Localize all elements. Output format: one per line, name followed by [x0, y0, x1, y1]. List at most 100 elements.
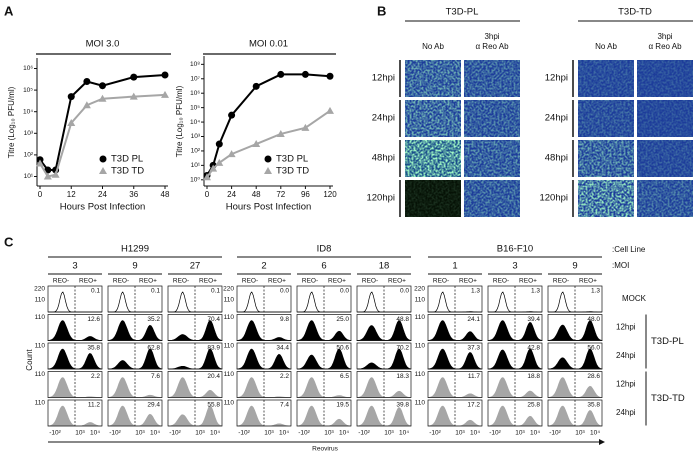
y-tick-label: 10⁷ [190, 75, 200, 82]
group-title: T3D-TD [618, 7, 652, 18]
y-tick-label: 110 [224, 297, 235, 304]
point [215, 140, 223, 148]
micrograph-signal [464, 60, 520, 97]
point [161, 71, 169, 79]
y-tick-label: 10⁶ [23, 65, 33, 72]
percent: 1.3 [471, 288, 480, 295]
micrograph-signal [637, 60, 693, 97]
micrograph-signal [578, 60, 634, 97]
percent: 83.9 [207, 345, 220, 352]
percent: 0.0 [400, 288, 409, 295]
y-tick-label: 110 [415, 371, 426, 378]
cell-line: H1299 [121, 244, 149, 255]
x-tick-label: 96 [301, 190, 310, 199]
x-tick-label: 10³ [324, 430, 334, 437]
point [215, 158, 224, 166]
micrograph-signal [405, 60, 461, 97]
percent: 25.8 [527, 402, 540, 409]
percent: 70.4 [207, 316, 220, 323]
percent: 20.4 [207, 373, 220, 380]
row-label: 12hpi [616, 380, 636, 389]
x-tick-label: 10⁴ [530, 430, 540, 437]
percent: 39.8 [396, 402, 409, 409]
gate-label: REO+ [328, 278, 346, 285]
row-label: 48hpi [372, 153, 395, 164]
percent: 34.4 [276, 345, 289, 352]
y-tick-label: 110 [224, 371, 235, 378]
x-tick-label: -10² [238, 430, 250, 437]
y-tick-label: 110 [35, 297, 46, 304]
group-title: T3D-PL [446, 7, 479, 18]
gate-label: REO- [113, 278, 129, 285]
micrograph-signal [405, 100, 461, 137]
x-tick-label: 10³ [75, 430, 85, 437]
x-tick-label: 10⁴ [279, 430, 289, 437]
moi: 9 [572, 261, 577, 272]
point [98, 94, 107, 102]
x-tick-label: 48 [252, 190, 261, 199]
percent: 0.0 [340, 288, 349, 295]
x-tick-label: -10² [49, 430, 61, 437]
panel-label: C [4, 234, 14, 249]
row-label: 12hpi [545, 73, 568, 84]
percent: 37.3 [467, 345, 480, 352]
percent: 0.1 [211, 288, 220, 295]
point [252, 140, 261, 148]
moi: 3 [72, 261, 77, 272]
row-header: :MOI [612, 261, 629, 270]
x-tick-label: 10³ [264, 430, 274, 437]
y-tick-label: 10⁴ [23, 108, 33, 115]
legend-marker [99, 167, 107, 174]
row-label: 12hpi [616, 323, 636, 332]
percent: 28.6 [587, 373, 600, 380]
x-tick-label: 120 [323, 190, 337, 199]
x-axis-label: Hours Post Infection [226, 202, 312, 213]
legend-label: T3D PL [111, 154, 143, 165]
x-tick-label: 10⁴ [470, 430, 480, 437]
gate-label: REO- [242, 278, 258, 285]
x-tick-label: 10³ [455, 430, 465, 437]
percent: 6.5 [340, 373, 349, 380]
point [326, 106, 334, 114]
x-tick-label: 10³ [135, 430, 145, 437]
treatment-label: T3D-TD [651, 393, 685, 404]
micrograph-signal [578, 100, 634, 137]
percent: 70.2 [396, 345, 409, 352]
gate-label: REO- [53, 278, 69, 285]
micrograph-signal [578, 180, 634, 217]
gate-label: REO+ [579, 278, 597, 285]
y-axis-label: Titre (Log₁₀ PFU/ml) [7, 86, 16, 158]
micrograph-signal [637, 140, 693, 177]
micrograph-signal [405, 140, 461, 177]
x-tick-label: 10³ [195, 430, 205, 437]
percent: 9.8 [280, 316, 289, 323]
gate-label: REO+ [139, 278, 157, 285]
point [252, 82, 260, 90]
x-tick-label: 0 [38, 190, 43, 199]
y-tick-label: 10⁵ [190, 104, 200, 111]
x-tick-label: 24 [227, 190, 236, 199]
point [43, 172, 52, 180]
point [67, 118, 76, 126]
row-label: 120hpi [366, 193, 395, 204]
row-label: 24hpi [545, 113, 568, 124]
gate-label: REO- [433, 278, 449, 285]
row-label: 48hpi [545, 153, 568, 164]
x-tick-label: 10³ [384, 430, 394, 437]
gate-label: REO- [493, 278, 509, 285]
y-tick-label: 110 [415, 343, 426, 350]
moi: 9 [132, 261, 137, 272]
y-tick-label: 110 [35, 314, 46, 321]
micrograph-signal [405, 180, 461, 217]
percent: 25.0 [336, 316, 349, 323]
column-label: No Ab [595, 42, 617, 51]
series-line [206, 73, 331, 176]
y-tick-label: 220 [414, 286, 425, 293]
x-tick-label: 10³ [515, 430, 525, 437]
point [203, 173, 211, 181]
percent: 0.1 [151, 288, 160, 295]
point [51, 170, 60, 178]
x-tick-label: -10² [109, 430, 121, 437]
gate-label: REO- [553, 278, 569, 285]
y-tick-label: 220 [34, 286, 45, 293]
